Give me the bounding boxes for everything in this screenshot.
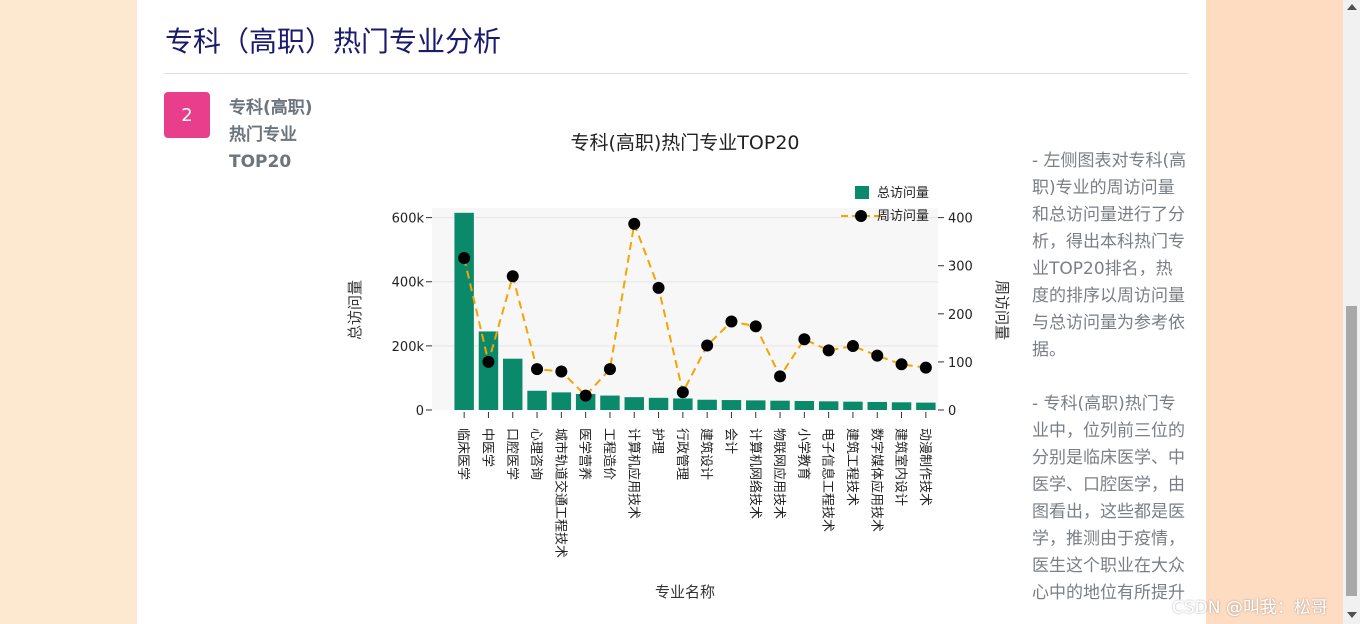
x-tick-label: 计算机网络技术 [747, 428, 763, 519]
bar [794, 401, 815, 410]
x-tick-label: 中医学 [479, 428, 495, 467]
bar [478, 331, 499, 410]
line-point [871, 349, 884, 362]
y-axis-label: 总访问量 [346, 280, 364, 340]
bar [770, 400, 790, 410]
chart-title: 专科(高职)热门专业TOP20 [570, 132, 799, 154]
bar [867, 401, 887, 410]
bar [916, 402, 936, 410]
x-axis-label: 专业名称 [655, 583, 715, 601]
section-label: 专科(高职) 热门专业 TOP20 [229, 95, 339, 176]
bar [648, 397, 669, 410]
x-tick-label: 行政管理 [674, 428, 689, 480]
content-card: 专科（高职）热门专业分析 2 专科(高职) 热门专业 TOP20 0 200k 40… [137, 0, 1206, 624]
bar [454, 212, 474, 410]
bar [503, 358, 523, 410]
chart-legend: 总访问量 周访问量 [841, 186, 929, 224]
x-tick-label: 建筑工程技术 [844, 428, 860, 506]
x-tick-label: 护理 [650, 428, 665, 454]
x-tick-label: 医学营养 [577, 428, 593, 480]
description-paragraph: - 左侧图表对专科(高职)专业的周访问量和总访问量进行了分析，得出本科热门专业T… [1032, 151, 1187, 360]
bar [818, 401, 839, 410]
y2-tick-label: 100 [948, 356, 973, 371]
x-tick-label: 电子信息工程技术 [820, 428, 836, 532]
legend-label-line: 周访问量 [877, 209, 929, 224]
line-point [555, 365, 568, 378]
bar [673, 398, 693, 410]
line-point [895, 358, 908, 371]
x-tick-label: 动漫制作技术 [917, 428, 932, 506]
bar [746, 400, 766, 410]
y-tick-label: 200k [392, 340, 425, 355]
bar [551, 392, 572, 410]
page-title: 专科（高职）热门专业分析 [165, 25, 502, 58]
bar [527, 390, 547, 410]
scroll-up-icon[interactable] [1347, 4, 1357, 10]
line-point [579, 389, 592, 402]
line-point [603, 363, 616, 376]
x-tick-label: 建筑设计 [698, 428, 714, 480]
bar [891, 402, 912, 410]
line-point [822, 344, 835, 357]
y-tick-label: 0 [416, 404, 424, 419]
section-label-line: 热门专业 [229, 125, 297, 145]
watermark: CSDN @叫我：松哥 [1172, 598, 1328, 618]
section-label-line: 专科(高职) [229, 98, 313, 118]
y2-tick-label: 400 [948, 212, 973, 227]
y2-tick-label: 0 [948, 404, 956, 419]
legend-swatch-marker [855, 210, 867, 222]
line-point [458, 252, 471, 265]
y-tick-label: 400k [392, 276, 425, 291]
line-point [628, 217, 641, 230]
x-tick-label: 数字媒体应用技术 [868, 428, 884, 532]
line-point [482, 355, 495, 368]
x-tick-label: 计算机应用技术 [625, 428, 641, 519]
line-point [798, 333, 811, 346]
section-number-badge: 2 [164, 92, 210, 138]
x-tick-label: 小学教育 [795, 428, 811, 480]
x-tick-label: 临床医学 [455, 428, 471, 480]
line-point [749, 320, 762, 333]
x-tick-label: 口腔医学 [504, 428, 520, 480]
description-paragraph: - 专科(高职)热门专业中，位列前三位的分别是临床医学、中医学、口腔医学，由图看… [1032, 394, 1185, 603]
y2-tick-label: 300 [948, 260, 973, 275]
combo-chart: 0 200k 400k 600k 0 100 200 300 400 临床医学 中医学 口腔医学 心理咨… [346, 132, 1011, 601]
line-point [652, 281, 665, 294]
line-point [531, 363, 544, 376]
legend-swatch-bar [855, 186, 869, 199]
line-point [774, 370, 787, 383]
line-point [725, 315, 738, 328]
bar [624, 397, 644, 410]
scrollbar-thumb[interactable] [1346, 306, 1357, 596]
x-tick-label: 会计 [722, 428, 737, 454]
bar [721, 400, 742, 410]
line-point [846, 340, 859, 353]
legend-label-bar: 总访问量 [877, 186, 929, 201]
y-tick-label: 600k [392, 212, 425, 227]
bar [697, 399, 717, 410]
page-margin [1206, 0, 1343, 624]
bar [843, 401, 863, 410]
x-tick-label: 建筑室内设计 [893, 428, 909, 506]
divider [164, 73, 1188, 74]
y2-tick-label: 200 [948, 308, 973, 323]
x-tick-label: 物联网应用技术 [771, 428, 787, 519]
y2-axis-label: 周访问量 [993, 280, 1011, 340]
description: - 左侧图表对专科(高职)专业的周访问量和总访问量进行了分析，得出本科热门专业T… [1032, 148, 1188, 624]
line-point [506, 270, 519, 283]
line-point [701, 339, 714, 352]
section-label-line: TOP20 [229, 152, 292, 172]
x-tick-label: 工程造价 [601, 428, 616, 480]
scroll-down-icon[interactable] [1347, 612, 1357, 618]
bar [600, 395, 620, 410]
line-point [676, 386, 689, 399]
x-tick-label: 城市轨道交通工程技术 [552, 428, 568, 558]
line-point [919, 361, 932, 374]
x-tick-label: 心理咨询 [528, 428, 543, 480]
